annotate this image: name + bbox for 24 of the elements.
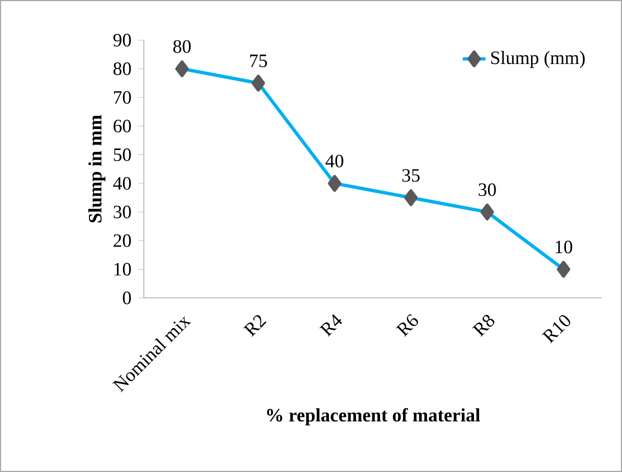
y-tick-label: 70	[114, 91, 131, 104]
data-label: 80	[173, 40, 191, 53]
y-tick-label: 90	[113, 34, 131, 47]
x-axis-title: % replacement of material	[267, 408, 480, 426]
data-label: 35	[402, 169, 420, 182]
x-tick-label: R4	[320, 314, 342, 337]
y-tick-label: 60	[114, 120, 131, 132]
x-tick-label: R2	[243, 315, 266, 337]
data-label: 10	[556, 240, 572, 254]
y-tick-label: 30	[114, 206, 131, 218]
data-label: 40	[326, 154, 344, 168]
y-tick-label: 50	[114, 148, 131, 162]
legend-label: Slump (mm)	[491, 50, 585, 68]
data-label: 30	[478, 183, 496, 196]
x-tick-label: R6	[396, 314, 418, 337]
y-tick-label: 0	[122, 292, 131, 304]
y-tick-label: 10	[114, 262, 131, 276]
y-tick-label: 40	[113, 177, 131, 190]
data-label: 75	[250, 54, 267, 68]
y-tick-label: 80	[114, 62, 131, 76]
y-tick-label: 20	[114, 234, 131, 247]
x-tick-label: R10	[542, 315, 570, 344]
x-tick-label: R8	[472, 314, 494, 337]
y-axis-title: Slump in mm	[88, 115, 106, 222]
